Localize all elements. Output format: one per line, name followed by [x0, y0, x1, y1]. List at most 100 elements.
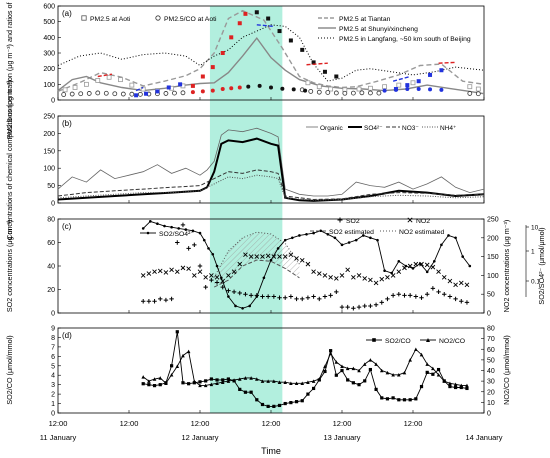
data-point [424, 262, 430, 268]
data-point [453, 296, 458, 302]
data-point [334, 373, 338, 377]
data-point [413, 294, 419, 299]
data-point [266, 379, 270, 383]
y-axis-label: PM2.5 concentration (μg m⁻³) and ratios … [5, 0, 14, 139]
data-point [439, 68, 444, 73]
data-point [231, 269, 237, 274]
data-point [103, 90, 109, 96]
data-point [140, 86, 146, 92]
legend-label: SO2/SO4²⁻ [159, 231, 194, 238]
data-point [186, 266, 191, 271]
data-point [369, 236, 372, 240]
legend-label: NH4⁺ [440, 125, 457, 132]
data-point [260, 402, 265, 407]
data-point [405, 83, 410, 88]
data-point [180, 90, 186, 96]
data-point [402, 398, 407, 402]
data-point [163, 297, 169, 303]
data-point [414, 347, 418, 352]
data-point [198, 231, 202, 235]
data-point [298, 234, 301, 237]
data-point [305, 295, 311, 300]
data-point [410, 80, 416, 86]
legend-marker [407, 217, 413, 223]
data-point [416, 79, 421, 84]
data-point [306, 392, 310, 396]
x-tick-label-time: 12:00 [191, 419, 210, 428]
data-point [215, 381, 219, 386]
data-point [323, 364, 327, 369]
series-line [57, 174, 485, 201]
data-point [459, 299, 464, 304]
data-point [169, 267, 174, 273]
data-point [204, 379, 208, 383]
data-point [347, 241, 351, 244]
data-point [436, 372, 441, 377]
legend-marker [372, 338, 376, 342]
data-point [86, 91, 92, 96]
data-point [152, 299, 157, 304]
data-point [266, 404, 270, 408]
data-point [197, 269, 203, 274]
y-tick-label-right: 0 [487, 411, 491, 418]
data-point [383, 269, 386, 273]
panel-letter: (b) [62, 119, 72, 128]
data-point [433, 260, 436, 263]
data-point [249, 376, 253, 380]
data-point [186, 246, 191, 251]
data-point [262, 276, 266, 280]
data-point [283, 401, 287, 406]
data-point [220, 51, 225, 55]
data-point [231, 289, 237, 295]
y-tick-label-right: 40 [487, 368, 495, 375]
data-point [448, 384, 452, 389]
data-point [112, 91, 118, 97]
data-point [277, 403, 282, 408]
y-tick-label-right: 10 [487, 400, 495, 407]
y-tick-label: 500 [43, 19, 55, 26]
data-point [322, 294, 328, 299]
data-point [291, 236, 294, 240]
data-point [345, 304, 350, 310]
y-axis-label-right2: SO2/SO4²⁻ (μmol/μmol) [537, 227, 546, 304]
data-point [187, 382, 191, 386]
y-tick-label-right: 250 [487, 217, 499, 224]
data-point [414, 397, 418, 401]
data-point [300, 296, 305, 302]
x-tick-label-time: 12:00 [120, 419, 139, 428]
data-point [316, 84, 322, 90]
data-point [210, 88, 215, 93]
data-point [379, 368, 384, 373]
y-tick-label: 80 [47, 217, 55, 224]
legend-label: NO3⁻ [402, 125, 419, 132]
data-point [288, 38, 293, 43]
data-point [181, 381, 185, 385]
data-point [170, 225, 173, 229]
data-point [163, 224, 166, 228]
y-tick-label-right: 70 [487, 336, 495, 343]
legend-label: PM2.5 at Shunyi/xincheng [339, 26, 418, 33]
data-point [299, 258, 305, 263]
data-point [391, 396, 395, 400]
series-line [57, 169, 485, 201]
data-point [157, 268, 163, 274]
data-point [419, 295, 424, 300]
data-point [439, 87, 444, 92]
y-tick-label-right: 50 [487, 357, 495, 364]
data-point [288, 252, 294, 258]
legend-label: PM2.5 in Langfang, ~50 km south of Beiji… [339, 36, 471, 43]
data-point [243, 252, 248, 258]
data-point [367, 85, 373, 91]
legend-label: SO2 [346, 218, 360, 225]
data-point [402, 293, 407, 298]
data-point [306, 380, 310, 384]
y-tick-label: 600 [43, 4, 55, 11]
legend-label: SO4²⁻ [364, 125, 383, 132]
y-tick-label: 100 [43, 166, 55, 173]
data-point [459, 383, 464, 388]
x-tick-label-time: 12:00 [404, 419, 423, 428]
legend-label: SO2 estimated [329, 229, 374, 236]
data-point [260, 254, 265, 259]
data-point [248, 293, 254, 298]
data-point [129, 82, 135, 88]
